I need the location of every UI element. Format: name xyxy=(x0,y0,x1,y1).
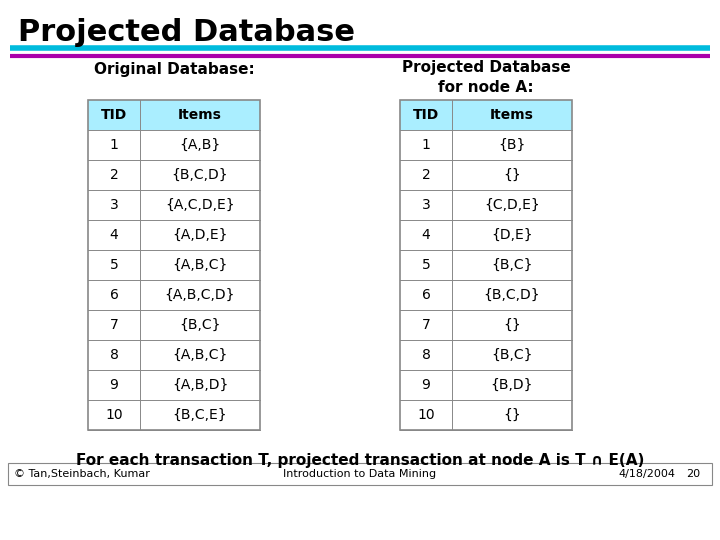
Text: {B,D}: {B,D} xyxy=(491,378,534,392)
Text: {A,D,E}: {A,D,E} xyxy=(172,228,228,242)
Bar xyxy=(88,340,260,370)
Text: 8: 8 xyxy=(109,348,118,362)
Text: 1: 1 xyxy=(422,138,431,152)
Text: TID: TID xyxy=(101,108,127,122)
Text: {}: {} xyxy=(503,318,521,332)
Text: {B,C}: {B,C} xyxy=(179,318,221,332)
Text: 10: 10 xyxy=(417,408,435,422)
Text: 20: 20 xyxy=(686,469,700,479)
Text: 4/18/2004: 4/18/2004 xyxy=(618,469,675,479)
Bar xyxy=(88,100,260,430)
Bar xyxy=(88,250,260,280)
Bar xyxy=(400,190,572,220)
Bar xyxy=(400,370,572,400)
Text: 2: 2 xyxy=(109,168,118,182)
Text: {B,C,E}: {B,C,E} xyxy=(173,408,228,422)
Text: Items: Items xyxy=(490,108,534,122)
Text: Original Database:: Original Database: xyxy=(94,62,254,77)
Text: 9: 9 xyxy=(109,378,118,392)
Text: 6: 6 xyxy=(109,288,118,302)
Text: 7: 7 xyxy=(422,318,431,332)
Text: {A,B,C}: {A,B,C} xyxy=(172,258,228,272)
Bar xyxy=(88,370,260,400)
Bar xyxy=(88,100,260,130)
Text: {D,E}: {D,E} xyxy=(491,228,533,242)
Bar xyxy=(88,280,260,310)
Text: 8: 8 xyxy=(422,348,431,362)
Text: 3: 3 xyxy=(109,198,118,212)
Text: {A,B,C,D}: {A,B,C,D} xyxy=(165,288,235,302)
Bar xyxy=(400,100,572,430)
Bar xyxy=(88,160,260,190)
Text: {B,C}: {B,C} xyxy=(491,348,533,362)
Text: {A,C,D,E}: {A,C,D,E} xyxy=(165,198,235,212)
Text: 10: 10 xyxy=(105,408,123,422)
Text: Projected Database
for node A:: Projected Database for node A: xyxy=(402,60,570,95)
Bar xyxy=(400,250,572,280)
Text: For each transaction T, projected transaction at node A is T ∩ E(A): For each transaction T, projected transa… xyxy=(76,453,644,468)
Text: TID: TID xyxy=(413,108,439,122)
Text: {B,C}: {B,C} xyxy=(491,258,533,272)
Text: {}: {} xyxy=(503,408,521,422)
Text: 9: 9 xyxy=(422,378,431,392)
Bar xyxy=(400,100,572,130)
Text: Items: Items xyxy=(178,108,222,122)
Text: 4: 4 xyxy=(422,228,431,242)
Bar xyxy=(400,340,572,370)
Text: {B}: {B} xyxy=(498,138,526,152)
Bar xyxy=(88,130,260,160)
Text: 7: 7 xyxy=(109,318,118,332)
Text: {A,B}: {A,B} xyxy=(179,138,220,152)
Bar xyxy=(8,463,712,485)
Bar xyxy=(88,190,260,220)
Text: {B,C,D}: {B,C,D} xyxy=(484,288,540,302)
Bar xyxy=(400,130,572,160)
Text: Projected Database: Projected Database xyxy=(18,18,355,47)
Text: 2: 2 xyxy=(422,168,431,182)
Text: 5: 5 xyxy=(422,258,431,272)
Text: © Tan,Steinbach, Kumar: © Tan,Steinbach, Kumar xyxy=(14,469,150,479)
Text: {A,B,C}: {A,B,C} xyxy=(172,348,228,362)
Text: 6: 6 xyxy=(422,288,431,302)
Bar xyxy=(400,220,572,250)
Bar xyxy=(88,310,260,340)
Text: {}: {} xyxy=(503,168,521,182)
Text: Introduction to Data Mining: Introduction to Data Mining xyxy=(284,469,436,479)
Text: {C,D,E}: {C,D,E} xyxy=(484,198,540,212)
Text: 1: 1 xyxy=(109,138,118,152)
Bar xyxy=(88,400,260,430)
Bar xyxy=(400,160,572,190)
Bar xyxy=(400,400,572,430)
Bar xyxy=(400,310,572,340)
Bar xyxy=(88,220,260,250)
Text: 5: 5 xyxy=(109,258,118,272)
Text: {B,C,D}: {B,C,D} xyxy=(171,168,228,182)
Text: {A,B,D}: {A,B,D} xyxy=(172,378,228,392)
Text: 3: 3 xyxy=(422,198,431,212)
Bar xyxy=(400,280,572,310)
Text: 4: 4 xyxy=(109,228,118,242)
